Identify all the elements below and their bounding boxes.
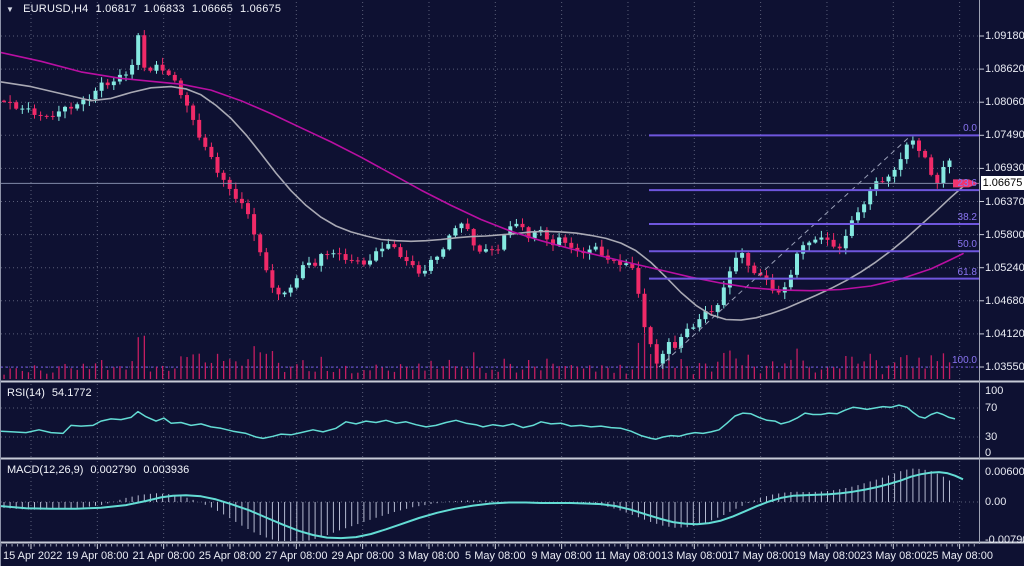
price-axis-label: 1.08620: [985, 63, 1024, 76]
time-axis-label: 3 May 08:00: [398, 550, 460, 562]
macd-name: MACD(12,26,9): [7, 464, 84, 476]
fib-level-label: 0.0: [963, 123, 977, 135]
price-axis-label: 1.05800: [985, 228, 1024, 241]
rsi-line: [1, 404, 956, 440]
symbol-timeframe-label: EURUSD,H4: [23, 3, 89, 15]
macd-scale-label: -0.007905: [985, 534, 1024, 546]
time-axis-label: 5 May 08:00: [465, 550, 526, 562]
chart-header: ▼ EURUSD,H4 1.06817 1.06833 1.06665 1.06…: [6, 3, 281, 15]
time-axis-label: 17 May 08:00: [727, 550, 794, 562]
time-axis-label: 11 May 08:00: [595, 550, 661, 562]
macd-main-value: 0.002790: [90, 464, 137, 476]
time-axis-label: 29 Apr 08:00: [331, 550, 394, 562]
rsi-name: RSI(14): [7, 387, 45, 399]
ohlc-open-value: 1.06817: [95, 3, 137, 15]
macd-signal-line: [1, 471, 964, 540]
price-axis-label: 1.06370: [985, 195, 1024, 208]
ma-slow-magenta: [1, 51, 964, 292]
candlestick-plot[interactable]: [2, 30, 952, 369]
price-axis-label: 1.04120: [985, 327, 1024, 340]
price-axis-label: 1.05240: [985, 261, 1024, 274]
time-axis-label: 27 Apr 08:00: [265, 550, 328, 562]
ohlc-high-value: 1.06833: [143, 3, 185, 15]
rsi-scale-label: 70: [985, 402, 998, 414]
price-axis-label: 1.09180: [985, 30, 1024, 42]
rsi-scale-label: 100: [985, 385, 1004, 397]
macd-scale-label: 0.006005: [985, 466, 1024, 478]
price-axis-label: 1.07490: [985, 129, 1024, 142]
time-axis-label: 23 May 08:00: [859, 550, 927, 562]
time-axis-label: 21 Apr 08:00: [132, 550, 195, 562]
fib-level-label: 61.8: [957, 266, 977, 278]
fib-level-label: 23.6: [957, 178, 977, 190]
rsi-scale-label: 0: [985, 447, 992, 459]
time-axis-label: 25 Apr 08:00: [198, 550, 262, 562]
fib-level-label: 100.0: [951, 355, 977, 367]
current-price-pointer: [953, 179, 978, 188]
fib-level-label: 38.2: [957, 211, 977, 223]
macd-indicator-label: MACD(12,26,9) 0.002790 0.003936: [7, 464, 189, 476]
time-axis-label: 19 Apr 08:00: [66, 550, 129, 562]
price-axis-label: 1.06930: [985, 162, 1024, 175]
time-axis-label: 15 Apr 2022: [3, 550, 63, 562]
macd-signal-value: 0.003936: [143, 464, 190, 476]
rsi-scale-label: 30: [985, 431, 998, 443]
time-axis-label: 25 May 08:00: [926, 550, 993, 562]
rsi-indicator-label: RSI(14) 54.1772: [7, 387, 92, 399]
current-price-box: 1.06675: [981, 176, 1024, 191]
time-axis-label: 19 May 08:00: [793, 550, 861, 562]
price-axis-label: 1.03550: [985, 361, 1024, 373]
price-axis-label: 1.08060: [985, 96, 1024, 109]
ohlc-close-value: 1.06675: [240, 3, 282, 15]
fib-level-label: 50.0: [957, 239, 977, 251]
volume-plot: [3, 334, 951, 379]
collapse-chart-icon[interactable]: ▼: [6, 4, 15, 14]
price-axis-label: 1.04680: [985, 294, 1024, 307]
macd-scale-label: 0.00: [985, 496, 1007, 508]
ohlc-low-value: 1.06665: [191, 3, 234, 15]
time-axis-label: 13 May 08:00: [660, 550, 728, 562]
rsi-value: 54.1772: [51, 387, 92, 399]
time-axis-label: 9 May 08:00: [531, 550, 592, 562]
